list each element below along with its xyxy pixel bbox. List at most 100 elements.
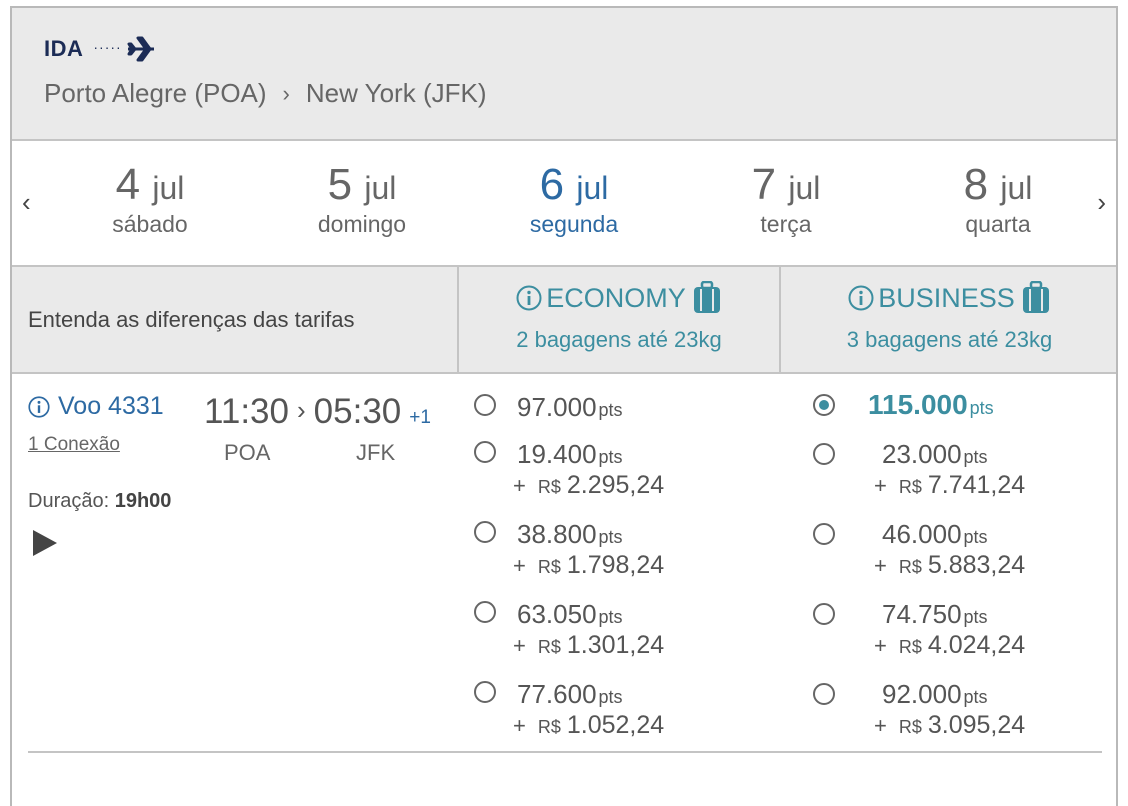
direction-row: IDA ····· [44, 36, 156, 62]
radio-button[interactable] [474, 681, 496, 703]
date-option-4-jul[interactable]: 4 jul sábado [50, 160, 250, 238]
fare-points: 92.000 [882, 679, 962, 709]
fare-points: 46.000 [882, 519, 962, 549]
economy-fare-option[interactable]: 97.000 pts [474, 392, 764, 432]
radio-button[interactable] [813, 443, 835, 465]
direction-label: IDA [44, 36, 84, 61]
fare-cash: 1.798,24 [566, 551, 665, 579]
plus-sign: + [874, 633, 887, 658]
chevron-right-icon[interactable]: › [1097, 187, 1106, 217]
date-option-5-jul[interactable]: 5 jul domingo [262, 160, 462, 238]
arrival-time: 05:30 [313, 392, 402, 431]
radio-button[interactable] [474, 521, 496, 543]
economy-fare-option[interactable]: 77.600 pts + R$ 1.052,24 [474, 679, 764, 743]
flight-number-link[interactable]: Voo 4331 [28, 392, 164, 421]
date-month: jul [1000, 170, 1033, 206]
flight-details: Voo 4331 1 Conexão 11:30 › 05:30 +1 POA … [28, 386, 458, 586]
plus-sign: + [874, 553, 887, 578]
radio-button[interactable] [474, 394, 496, 416]
info-icon[interactable] [28, 395, 50, 418]
date-month: jul [576, 170, 609, 206]
currency: R$ [898, 717, 922, 737]
duration: Duração: 19h00 [28, 490, 171, 513]
date-day: 5 [327, 160, 353, 209]
radio-button[interactable] [474, 601, 496, 623]
date-day: 7 [751, 160, 777, 209]
points-unit: pts [963, 527, 988, 547]
plus-sign: + [874, 473, 887, 498]
currency: R$ [898, 557, 922, 577]
row-divider [28, 751, 1102, 753]
duration-value: 19h00 [114, 490, 172, 512]
plus-sign: + [513, 473, 526, 498]
currency: R$ [537, 637, 561, 657]
points-unit: pts [963, 687, 988, 707]
flight-number: Voo 4331 [58, 392, 164, 420]
plus-sign: + [513, 633, 526, 658]
date-option-8-jul[interactable]: 8 jul quarta [898, 160, 1098, 238]
fare-differences-link[interactable]: Entenda as diferenças das tarifas [28, 307, 355, 332]
business-column-header: BUSINESS 3 bagagens até 23kg [779, 267, 1118, 372]
date-weekday: segunda [529, 211, 619, 238]
date-selector: ‹ 4 jul sábado 5 jul domingo 6 jul segun… [12, 141, 1116, 267]
chevron-left-icon[interactable]: ‹ [22, 187, 31, 217]
luggage-icon [693, 281, 720, 313]
connections-link[interactable]: 1 Conexão [28, 434, 120, 455]
destination-code: JFK [356, 440, 396, 465]
date-day: 4 [115, 160, 141, 209]
fare-points: 74.750 [882, 599, 962, 629]
plus-sign: + [513, 553, 526, 578]
airplane-icon [127, 36, 154, 62]
points-unit: pts [963, 607, 988, 627]
chevron-right-icon: › [297, 395, 306, 425]
route-line: Porto Alegre (POA) › New York (JFK) [44, 78, 486, 109]
fare-points: 115.000 [868, 389, 968, 420]
points-unit: pts [598, 687, 623, 707]
date-weekday: quarta [965, 211, 1031, 238]
flight-results-panel: IDA ····· Porto Alegre (POA) › New York … [10, 6, 1118, 806]
date-month: jul [788, 170, 821, 206]
currency: R$ [537, 557, 561, 577]
date-weekday: domingo [317, 211, 407, 238]
radio-button[interactable] [474, 441, 496, 463]
currency: R$ [537, 717, 561, 737]
cabin-header-row: Entenda as diferenças das tarifas ECONOM… [12, 267, 1116, 374]
economy-baggage: 2 bagagens até 23kg [516, 327, 722, 352]
day-offset: +1 [409, 407, 431, 428]
business-fare-option[interactable]: 92.000 pts + R$ 3.095,24 [813, 679, 1113, 745]
date-option-6-jul[interactable]: 6 jul segunda [474, 160, 674, 238]
fare-points: 19.400 [517, 439, 597, 469]
economy-fare-option[interactable]: 38.800 pts + R$ 1.798,24 [474, 519, 764, 583]
radio-button[interactable] [813, 523, 835, 545]
info-icon[interactable] [516, 285, 542, 311]
fare-cash: 3.095,24 [927, 711, 1026, 739]
radio-button-selected[interactable] [813, 394, 835, 416]
business-fare-option[interactable]: 46.000 pts + R$ 5.883,24 [813, 519, 1113, 585]
economy-fare-option[interactable]: 19.400 pts + R$ 2.295,24 [474, 439, 764, 503]
fare-cash: 1.301,24 [566, 631, 665, 659]
points-unit: pts [598, 447, 623, 467]
plus-sign: + [874, 713, 887, 738]
economy-fare-option[interactable]: 63.050 pts + R$ 1.301,24 [474, 599, 764, 663]
fare-cash: 7.741,24 [927, 471, 1026, 499]
radio-button[interactable] [813, 603, 835, 625]
fare-points: 23.000 [882, 439, 962, 469]
date-month: jul [152, 170, 185, 206]
business-fare-option[interactable]: 23.000 pts + R$ 7.741,24 [813, 439, 1113, 505]
economy-title: ECONOMY [546, 282, 686, 313]
date-month: jul [364, 170, 397, 206]
route-header: IDA ····· Porto Alegre (POA) › New York … [12, 8, 1116, 141]
dotted-line-icon: ····· [93, 39, 122, 55]
date-day: 8 [963, 160, 989, 209]
fare-cash: 2.295,24 [566, 471, 665, 499]
business-fare-option[interactable]: 74.750 pts + R$ 4.024,24 [813, 599, 1113, 665]
business-fare-option[interactable]: 115.000 pts [813, 389, 1113, 432]
date-option-7-jul[interactable]: 7 jul terça [686, 160, 886, 238]
info-icon[interactable] [848, 285, 874, 311]
points-unit: pts [598, 527, 623, 547]
origin-code: POA [224, 440, 271, 465]
radio-button[interactable] [813, 683, 835, 705]
date-day: 6 [539, 160, 565, 209]
play-icon[interactable] [31, 528, 59, 558]
date-weekday: terça [760, 211, 812, 238]
